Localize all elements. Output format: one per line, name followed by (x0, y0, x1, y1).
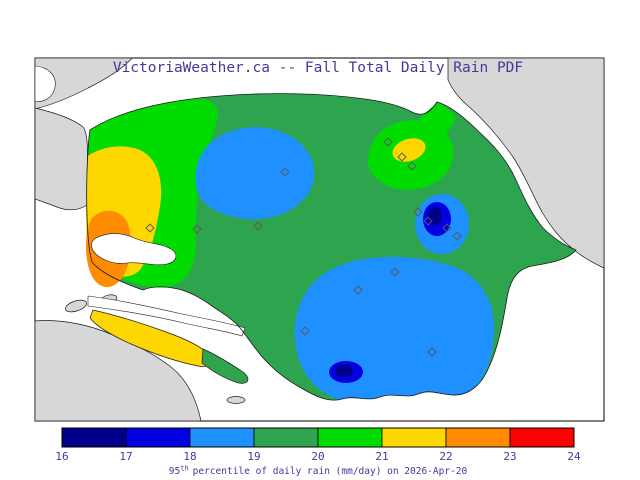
colorbar-segment (445, 427, 511, 448)
cove-top-left (34, 65, 56, 102)
station-marker (390, 267, 400, 277)
colorbar-border (61, 427, 575, 448)
station-marker (413, 207, 423, 217)
caption-superscript: th (180, 465, 188, 473)
contour-18-19-southeast (294, 256, 495, 400)
contour-21-22-northeast (392, 138, 426, 162)
colorbar-segment (61, 427, 127, 448)
island-1 (65, 299, 87, 313)
colorbar-tick: 21 (375, 450, 388, 463)
colorbar-segment (253, 427, 319, 448)
colorbar-caption: 95th percentile of daily rain (mm/day) on… (169, 465, 468, 478)
colorbar-tick: 19 (247, 450, 260, 463)
inlet-sooke-basin (91, 233, 177, 266)
colorbar-tick: 24 (567, 450, 581, 463)
colorbar-segment (125, 427, 191, 448)
colorbar-tick: 23 (503, 450, 516, 463)
station-marker (145, 223, 155, 233)
contour-20-21-north-bump (420, 103, 456, 140)
station-marker (192, 224, 202, 234)
land-areas (34, 57, 605, 422)
colorbar-tick: 22 (439, 450, 452, 463)
caption-rest: percentile of daily rain (mm/day) on 202… (193, 466, 468, 477)
region-coastline (86, 93, 577, 401)
station-marker (300, 326, 310, 336)
peninsula-19-20-tip (201, 348, 249, 384)
land-bottom-left (34, 320, 202, 422)
colorbar-segment (317, 427, 383, 448)
colorbar: 16 17 18 19 20 21 22 23 24 (55, 427, 581, 463)
colorbar-segment (509, 427, 575, 448)
contour-18-19-upper (195, 127, 315, 220)
colorbar-tick: 17 (119, 450, 132, 463)
rain-contour-region (86, 93, 577, 401)
island-3 (226, 396, 246, 404)
station-marker (427, 347, 437, 357)
caption-base: 95 (169, 466, 180, 477)
station-markers (145, 137, 462, 357)
station-marker (442, 223, 452, 233)
colorbar-segment (381, 427, 447, 448)
station-marker (383, 137, 393, 147)
station-marker (423, 216, 433, 226)
colorbar-tick: 16 (55, 450, 68, 463)
colorbar-segment (189, 427, 255, 448)
contour-16-17-south (335, 365, 353, 377)
station-marker (397, 152, 407, 162)
land-top-right (447, 57, 605, 269)
colorbar-tick: 20 (311, 450, 324, 463)
station-marker (280, 167, 290, 177)
station-marker (407, 161, 417, 171)
station-marker (353, 285, 363, 295)
station-marker (452, 231, 462, 241)
station-marker (253, 221, 263, 231)
map-title: VictoriaWeather.ca -- Fall Total Daily R… (113, 60, 523, 76)
colorbar-tick: 18 (183, 450, 196, 463)
land-top-left (34, 57, 133, 110)
